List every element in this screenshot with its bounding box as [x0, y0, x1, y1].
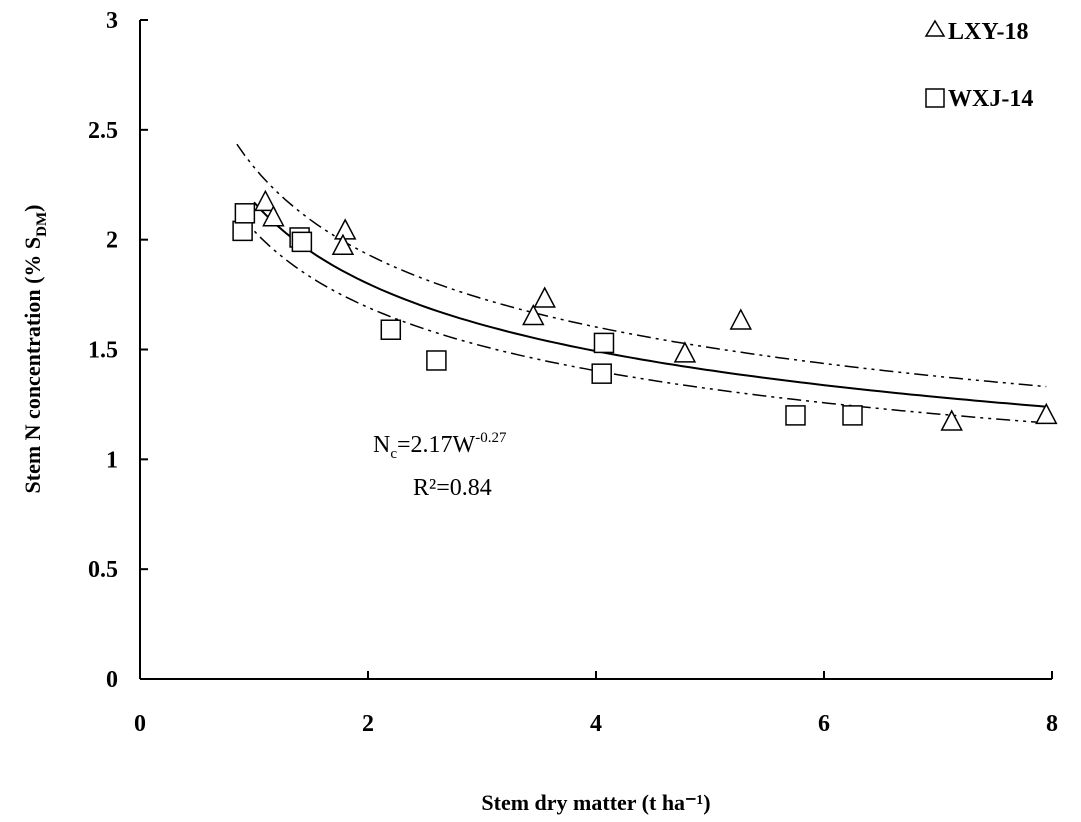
y-tick-label: 2 — [106, 228, 118, 254]
legend-label-wxj-14: WXJ-14 — [948, 86, 1033, 112]
y-tick-label: 0 — [106, 667, 118, 693]
legend-marker-lxy-18 — [924, 19, 946, 37]
data-point-wxj-14 — [785, 405, 806, 426]
legend-marker-wxj-14 — [925, 88, 945, 108]
data-point-lxy-18 — [262, 205, 285, 227]
y-axis-title-close: ) — [20, 205, 45, 212]
fit-curve — [253, 201, 1047, 408]
data-point-lxy-18 — [254, 189, 277, 212]
fit-equation-mid: =2.17W — [397, 432, 476, 458]
legend: LXY-18 WXJ-14 — [924, 19, 1033, 112]
fit-upper-bound — [236, 143, 1047, 388]
data-point-lxy-18 — [533, 286, 556, 308]
y-axis-title: Stem N concentration (% SDM) — [20, 205, 50, 494]
data-point-lxy-18 — [1035, 402, 1058, 425]
y-axis-title-sub: DM — [34, 212, 50, 237]
fit-lower-bound — [236, 210, 1047, 424]
y-tick-label: 0.5 — [88, 557, 118, 583]
data-point-lxy-18 — [729, 308, 753, 330]
fit-equation-main: N — [373, 432, 390, 458]
data-point-wxj-14 — [380, 319, 402, 340]
y-axis-title-main: Stem N concentration (% S — [20, 237, 45, 494]
data-point-wxj-14 — [232, 220, 253, 242]
data-point-lxy-18 — [522, 303, 545, 326]
r-squared-label: R²=0.84 — [413, 475, 492, 501]
data-point-wxj-14 — [234, 203, 256, 224]
data-points — [232, 189, 1058, 431]
y-tick-label: 3 — [106, 8, 118, 34]
x-tick-label: 4 — [590, 711, 602, 737]
y-tick-label: 2.5 — [88, 118, 118, 144]
data-point-lxy-18 — [331, 233, 355, 256]
data-point-lxy-18 — [940, 409, 963, 431]
data-point-wxj-14 — [591, 363, 612, 384]
legend-label-lxy-18: LXY-18 — [948, 19, 1028, 45]
x-axis-title: Stem dry matter (t ha⁻¹) — [481, 790, 710, 815]
x-tick-label: 0 — [134, 711, 146, 737]
fit-equation-sub: c — [390, 446, 397, 462]
x-tick-label: 2 — [362, 711, 374, 737]
y-tick-label: 1 — [106, 447, 118, 473]
data-point-wxj-14 — [842, 405, 863, 426]
data-point-wxj-14 — [593, 332, 615, 354]
data-point-wxj-14 — [291, 231, 313, 253]
fit-equation-sup: -0.27 — [475, 430, 507, 446]
data-point-lxy-18 — [673, 341, 697, 363]
y-tick-label: 1.5 — [88, 338, 118, 364]
ticks: 0 0.5 1 1.5 2 2.5 3 0 2 4 6 8 — [88, 8, 1058, 737]
x-tick-label: 6 — [818, 711, 830, 737]
x-tick-label: 8 — [1046, 711, 1058, 737]
fit-lines — [236, 143, 1047, 424]
data-point-wxj-14 — [426, 350, 447, 371]
fit-equation: Nc=2.17W-0.27 — [373, 430, 507, 462]
data-point-lxy-18 — [333, 218, 357, 240]
